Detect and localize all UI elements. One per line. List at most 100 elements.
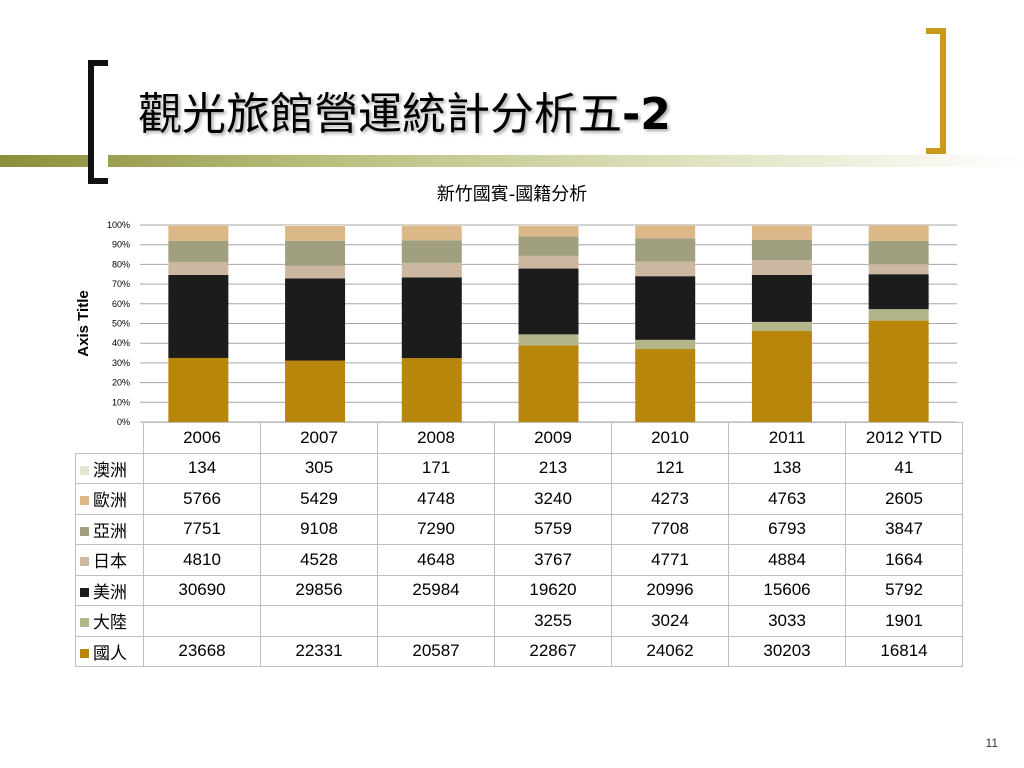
table-corner (75, 422, 144, 454)
bar-segment (518, 255, 579, 269)
table-cell: 3240 (494, 483, 612, 515)
bar-segment (168, 240, 229, 262)
table-cell: 25984 (377, 574, 495, 606)
table-cell: 3847 (845, 513, 963, 545)
bar-segment (868, 320, 929, 422)
bar-segment (401, 358, 462, 422)
bar-segment (518, 225, 579, 226)
bar-segment (518, 334, 579, 346)
x-category-label: 2008 (377, 422, 495, 454)
table-cell: 16814 (845, 635, 963, 667)
table-cell: 30203 (728, 635, 846, 667)
series-name: 亞洲 (93, 521, 127, 541)
table-cell: 29856 (260, 574, 378, 606)
table-cell: 1901 (845, 605, 963, 637)
bar-segment (635, 349, 696, 422)
x-category-label: 2010 (611, 422, 729, 454)
y-tick-label: 10% (112, 397, 130, 407)
table-cell: 3024 (611, 605, 729, 637)
table-cell: 2605 (845, 483, 963, 515)
legend-swatch-icon (80, 496, 89, 506)
table-cell: 1664 (845, 544, 963, 576)
table-cell: 7708 (611, 513, 729, 545)
series-name: 歐洲 (93, 491, 127, 511)
table-cell: 20587 (377, 635, 495, 667)
header-accent-bar (0, 155, 1024, 167)
table-cell: 19620 (494, 574, 612, 606)
series-legend-label: 日本 (75, 544, 144, 576)
bar-segment (751, 225, 812, 240)
bar-segment (868, 225, 929, 241)
table-cell: 20996 (611, 574, 729, 606)
table-cell: 4810 (143, 544, 261, 576)
left-bracket-decoration (88, 60, 108, 184)
table-cell: 4528 (260, 544, 378, 576)
table-cell: 5792 (845, 574, 963, 606)
table-row: 亞洲 7751 9108 7290 5759 7708 6793 3847 (75, 513, 963, 545)
y-tick-label: 80% (112, 259, 130, 269)
table-cell: 6793 (728, 513, 846, 545)
table-cell: 121 (611, 452, 729, 484)
table-cell: 24062 (611, 635, 729, 667)
table-row: 大陸 3255 3024 3033 1901 (75, 605, 963, 637)
table-cell: 5766 (143, 483, 261, 515)
bar-segment (168, 357, 229, 422)
stacked-bar-chart: 0% 10% 20% 30% 40% 50% 60% 70% 80% 90% 100% Axis Ti… (75, 220, 957, 427)
y-tick-label: 20% (112, 378, 130, 388)
x-category-label: 2011 (728, 422, 846, 454)
slide-title-text: 觀光旅館營運統計分析五 (138, 89, 622, 140)
bar-segment (401, 262, 462, 278)
table-cell: 7751 (143, 513, 261, 545)
bar-segment (635, 339, 696, 350)
legend-swatch-icon (80, 526, 89, 536)
table-cell: 22331 (260, 635, 378, 667)
bar-segment (168, 261, 229, 275)
table-cell: 4648 (377, 544, 495, 576)
page-number: 11 (985, 736, 998, 750)
bar-segment (285, 225, 346, 241)
table-cell: 9108 (260, 513, 378, 545)
table-cell: 30690 (143, 574, 261, 606)
table-cell: 171 (377, 452, 495, 484)
legend-swatch-icon (80, 648, 89, 658)
bar-segment (868, 309, 929, 321)
x-category-label: 2007 (260, 422, 378, 454)
series-legend-label: 亞洲 (75, 513, 144, 545)
series-legend-label: 國人 (75, 635, 144, 667)
series-name: 日本 (93, 552, 127, 572)
series-name: 美洲 (93, 582, 127, 602)
table-cell: 134 (143, 452, 261, 484)
chart-title: 新竹國賓-國籍分析 (436, 184, 588, 205)
series-legend-label: 美洲 (75, 574, 144, 606)
bar-segment (868, 274, 929, 310)
slide-title-suffix: -2 (622, 89, 671, 140)
bar-segment (868, 240, 929, 265)
bar-segment (635, 261, 696, 277)
table-row: 歐洲 5766 5429 4748 3240 4273 4763 2605 (75, 483, 963, 515)
table-cell: 7290 (377, 513, 495, 545)
table-cell: 41 (845, 452, 963, 484)
bar-segment (168, 274, 229, 358)
y-tick-label: 60% (112, 299, 130, 309)
series-name: 國人 (93, 643, 127, 663)
y-tick-label: 70% (112, 279, 130, 289)
bar-segment (751, 239, 812, 261)
table-cell: 138 (728, 452, 846, 484)
bar-segment (751, 274, 812, 322)
bar-segment (401, 225, 462, 226)
legend-swatch-icon (80, 587, 89, 597)
y-axis-title: Axis Title (75, 290, 92, 356)
y-tick-label: 50% (112, 319, 130, 329)
bar-segment (401, 225, 462, 241)
table-cell: 4884 (728, 544, 846, 576)
table-cell: 5429 (260, 483, 378, 515)
table-cell: 305 (260, 452, 378, 484)
table-cell: 3255 (494, 605, 612, 637)
x-category-label: 2009 (494, 422, 612, 454)
bar-segment (751, 331, 812, 422)
series-legend-label: 歐洲 (75, 483, 144, 515)
bar-segment (285, 225, 346, 226)
table-row: 澳洲 134 305 171 213 121 138 41 (75, 452, 963, 484)
y-tick-label: 90% (112, 240, 130, 250)
y-tick-label: 30% (112, 358, 130, 368)
